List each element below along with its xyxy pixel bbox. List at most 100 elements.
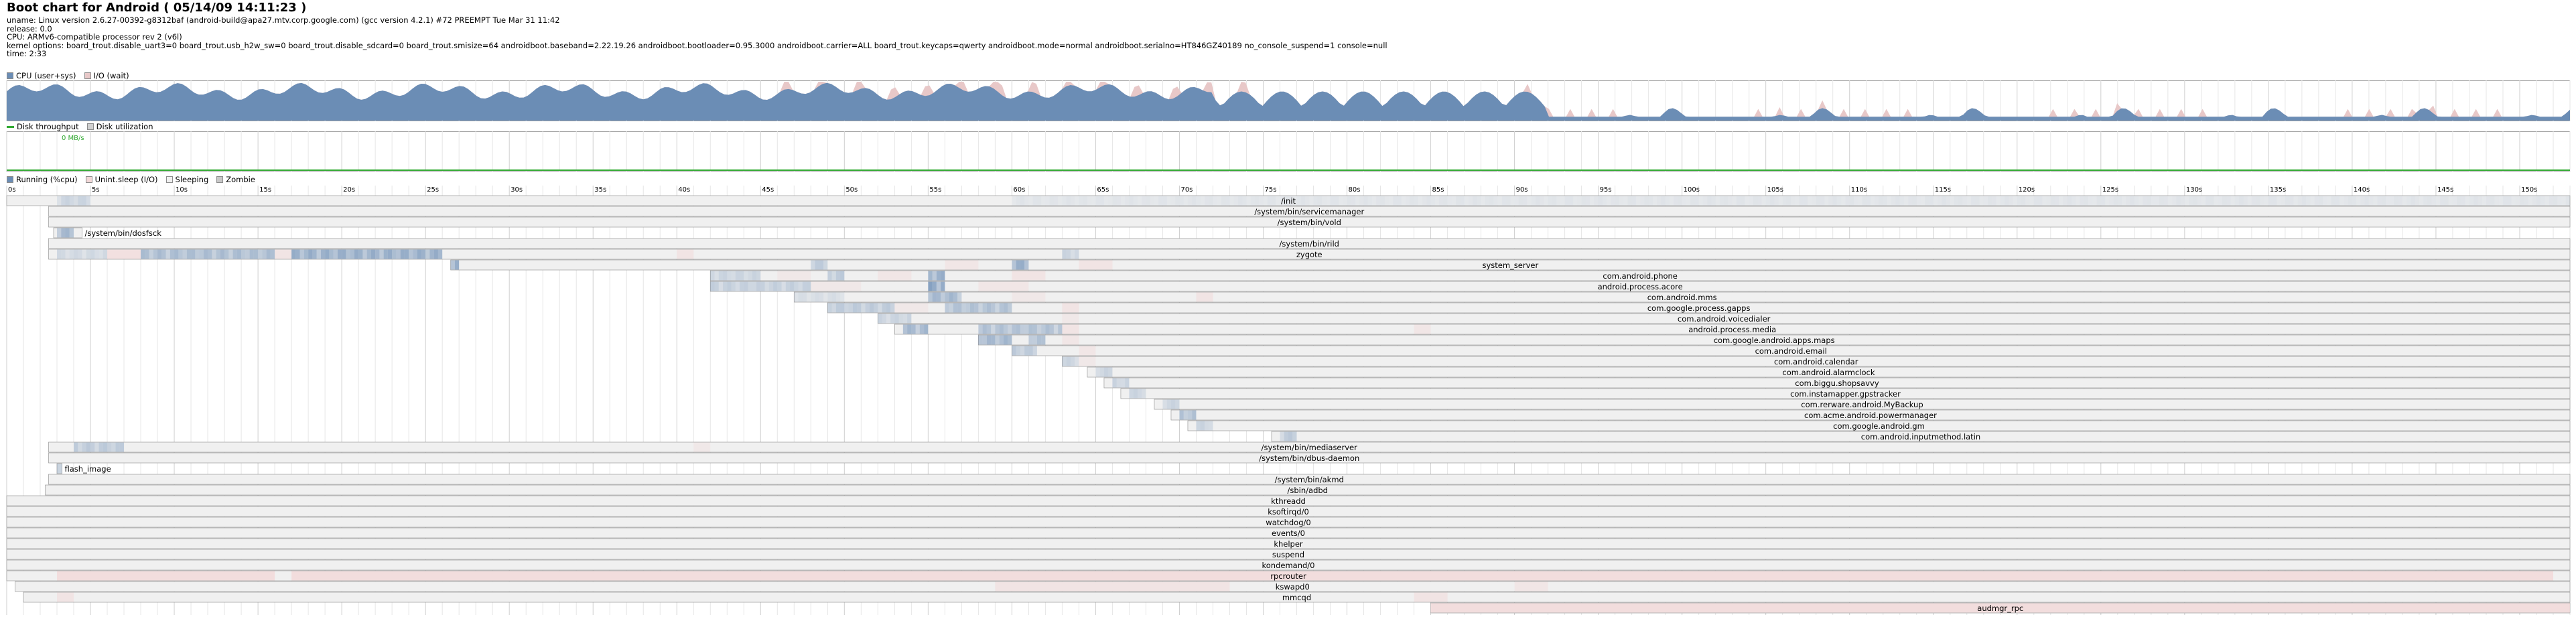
cpu-segment — [794, 281, 799, 291]
cpu-segment — [2264, 196, 2268, 206]
cpu-segment — [2415, 196, 2419, 206]
time-tick-label: 105s — [1767, 186, 1783, 194]
process-row: /system/bin/rild — [48, 238, 2571, 249]
time-tick-label: 100s — [1684, 186, 1700, 194]
cpu-segment — [1142, 389, 1146, 399]
cpu-segment — [2172, 196, 2177, 206]
cpu-segment — [1434, 196, 1440, 206]
process-row: com.rerware.android.MyBackup — [1154, 399, 2571, 410]
cpu-segment — [1732, 196, 1737, 206]
time-tick-label: 0s — [8, 186, 16, 194]
cpu-segment — [404, 249, 409, 259]
cpu-segment — [2042, 196, 2047, 206]
process-row: com.android.mms — [793, 291, 2571, 303]
cpu-segment — [1351, 196, 1356, 206]
cpu-segment — [1091, 196, 1096, 206]
cpu-segment — [2251, 196, 2256, 206]
process-label: mmcqd — [1282, 593, 1311, 602]
cpu-segment — [2273, 196, 2277, 206]
io-segment — [57, 592, 74, 602]
process-label: com.android.mms — [1647, 293, 1717, 302]
cpu-segment — [1024, 196, 1029, 206]
cpu-segment — [1300, 196, 1306, 206]
cpu-segment — [2469, 196, 2474, 206]
cpu-segment — [2067, 196, 2072, 206]
cpu-segment — [1012, 346, 1016, 356]
io-segment — [894, 303, 929, 313]
cpu-segment — [1280, 431, 1284, 441]
cpu-segment — [760, 281, 765, 291]
cpu-segment — [915, 324, 920, 334]
cpu-segment — [840, 292, 845, 302]
cpu-segment — [2180, 196, 2185, 206]
cpu-segment — [1456, 196, 1461, 206]
cpu-segment — [82, 196, 86, 206]
process-row: events/0 — [6, 527, 2571, 539]
cpu-segment — [149, 249, 153, 259]
cpu-segment — [2314, 196, 2319, 206]
cpu-segment — [852, 303, 858, 313]
cpu-segment — [1682, 196, 1686, 206]
cpu-segment — [1962, 196, 1967, 206]
cpu-segment — [802, 292, 807, 302]
cpu-segment — [1938, 196, 1942, 206]
cpu-segment — [815, 292, 819, 302]
time-tick-label: 55s — [929, 186, 941, 194]
cpu-segment — [262, 249, 267, 259]
cpu-segment — [1644, 196, 1649, 206]
zombie-legend-label: Zombie — [226, 175, 255, 184]
cpu-segment — [212, 249, 216, 259]
cpu-segment — [78, 442, 82, 452]
process-label: /system/bin/akmd — [1275, 475, 1344, 484]
cpu-segment — [1757, 196, 1762, 206]
time-tick-label: 10s — [176, 186, 188, 194]
cpu-segment — [2452, 196, 2457, 206]
cpu-segment — [840, 303, 845, 313]
cpu-segment — [1908, 196, 1913, 206]
cpu-segment — [735, 281, 740, 291]
cpu-segment — [748, 271, 752, 281]
cpu-segment — [2080, 196, 2084, 206]
cpu-segment — [936, 292, 941, 302]
cpu-segment — [1284, 196, 1288, 206]
cpu-segment — [1075, 196, 1079, 206]
cpu-segment — [1828, 196, 1833, 206]
cpu-segment — [2461, 196, 2465, 206]
io-legend-label: I/O (wait) — [93, 71, 129, 80]
cpu-segment — [1246, 196, 1251, 206]
cpu-segment — [1410, 196, 1414, 206]
cpu-segment — [1594, 196, 1599, 206]
cpu-segment — [153, 249, 158, 259]
cpu-segment — [1393, 196, 1398, 206]
cpu-segment — [220, 249, 225, 259]
cpu-segment — [57, 196, 62, 206]
cpu-segment — [1786, 196, 1791, 206]
cpu-segment — [2448, 196, 2453, 206]
cpu-segment — [1288, 431, 1293, 441]
cpu-segment — [1996, 196, 2001, 206]
cpu-segment — [1263, 196, 1268, 206]
cpu-segment — [1820, 196, 1825, 206]
cpu-segment — [1322, 196, 1327, 206]
cpu-segment — [902, 324, 908, 334]
cpu-segment — [2373, 196, 2378, 206]
io-segment — [978, 281, 1029, 291]
cpu-segment — [1016, 196, 1020, 206]
cpu-segment — [1032, 196, 1037, 206]
io-legend-item: I/O (wait) — [84, 71, 129, 80]
cpu-segment — [2063, 196, 2067, 206]
process-row: rpcrouter — [6, 570, 2571, 581]
cpu-segment — [2189, 196, 2193, 206]
util-legend-item: Disk utilization — [86, 122, 153, 131]
cpu-segment — [1808, 196, 1812, 206]
cpu-segment — [2532, 196, 2536, 206]
io-swatch — [84, 72, 91, 79]
cpu-segment — [1170, 399, 1176, 409]
io-segment — [677, 249, 694, 259]
process-bar — [1120, 388, 2571, 399]
cpu-segment — [1024, 260, 1029, 270]
cpu-segment — [2390, 196, 2394, 206]
cpu-segment — [2293, 196, 2298, 206]
cpu-segment — [61, 249, 66, 259]
zombie-legend-item: Zombie — [216, 175, 255, 184]
